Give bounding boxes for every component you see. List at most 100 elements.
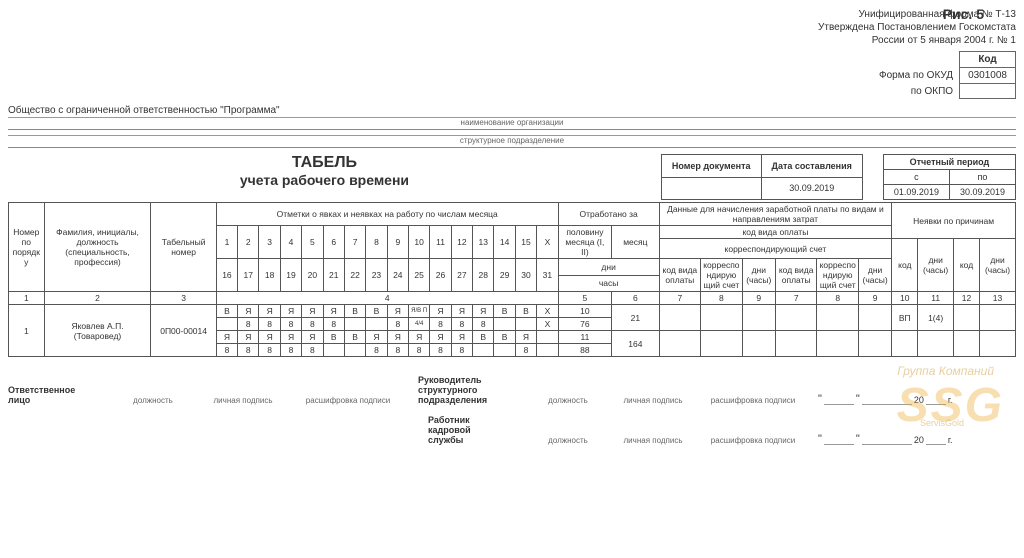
mark-cell: Я — [473, 305, 494, 318]
mark-cell: В — [323, 331, 344, 344]
mark-cell: 8 — [430, 318, 451, 331]
mark-cell: Я — [323, 305, 344, 318]
period-from: 01.09.2019 — [883, 185, 949, 200]
day-header: 27 — [451, 259, 472, 292]
emp-tabnum: 0П00-00014 — [151, 305, 216, 357]
mark-cell: Я — [451, 305, 472, 318]
mark-cell: Я — [387, 331, 408, 344]
form-header-line: Унифицированная форма № Т-13 — [8, 8, 1016, 21]
doc-meta-table: Номер документа Дата составления 30.09.2… — [661, 154, 863, 200]
day-header: 21 — [323, 259, 344, 292]
period-to-label: по — [949, 170, 1015, 185]
mark-cell — [344, 344, 365, 357]
mark-cell — [344, 318, 365, 331]
mark-cell: В — [366, 305, 387, 318]
emp-name-cell: Яковлев А.П. (Товаровед) — [44, 305, 151, 357]
mark-cell: В — [344, 305, 365, 318]
date-tail: " " 20 г. — [818, 393, 953, 405]
form-header: Унифицированная форма № Т-13 Утверждена … — [8, 8, 1016, 47]
colnum: 4 — [216, 292, 558, 305]
mark-cell — [515, 318, 536, 331]
period-label: Отчетный период — [883, 155, 1015, 170]
mark-cell: Я — [302, 331, 323, 344]
mark-cell — [473, 344, 494, 357]
okpo-label: по ОКПО — [871, 84, 960, 99]
day-header: 9 — [387, 226, 408, 259]
mark-cell: 8 — [216, 344, 237, 357]
mark-cell: 8 — [387, 318, 408, 331]
mark-cell: 8 — [280, 344, 301, 357]
colnum: 2 — [44, 292, 151, 305]
signature-row-2: Работник кадровой службы должность лична… — [8, 415, 1016, 445]
mark-cell: Я — [280, 331, 301, 344]
sig-signature: личная подпись — [624, 396, 683, 405]
period-from-label: с — [883, 170, 949, 185]
mark-cell: Я — [238, 305, 259, 318]
day-header: 13 — [473, 226, 494, 259]
signature-row-1: Ответственное лицо должность личная подп… — [8, 375, 1016, 405]
day-header: 12 — [451, 226, 472, 259]
form-header-line: Утверждена Постановлением Госкомстата — [8, 21, 1016, 34]
mark-cell: Я/В П — [408, 305, 429, 318]
head-label3: подразделения — [418, 395, 518, 405]
day-header: 20 — [302, 259, 323, 292]
colnum: 12 — [953, 292, 979, 305]
sig-signature: личная подпись — [624, 436, 683, 445]
mark-cell: Я — [259, 331, 280, 344]
day-header: 17 — [238, 259, 259, 292]
doc-num-value — [661, 177, 761, 200]
day-header: 30 — [515, 259, 536, 292]
sig-fullname: расшифровка подписи — [711, 396, 795, 405]
col-hours-label: часы — [558, 275, 659, 292]
col-worked: Отработано за — [558, 203, 659, 226]
mark-cell: 8 — [323, 318, 344, 331]
half-hours-1: 76 — [558, 318, 611, 331]
col-num: Номер по порядку — [9, 203, 45, 292]
mark-cell: 8 — [515, 344, 536, 357]
date-tail: " " 20 г. — [818, 433, 953, 445]
col-abs-code2: код — [953, 239, 979, 292]
doc-subtitle: учета рабочего времени — [8, 172, 641, 188]
colnum: 8 — [817, 292, 859, 305]
period-table: Отчетный период с по 01.09.2019 30.09.20… — [883, 154, 1016, 200]
colnum: 6 — [612, 292, 659, 305]
mark-cell: Я — [216, 331, 237, 344]
sig-position: должность — [133, 396, 173, 405]
half-days-1: 10 — [558, 305, 611, 318]
mark-cell — [323, 344, 344, 357]
mark-cell: В — [515, 305, 536, 318]
day-header: 22 — [344, 259, 365, 292]
col-paycode: код вида оплаты — [775, 259, 817, 292]
mark-cell: 8 — [280, 318, 301, 331]
sig-fullname: расшифровка подписи — [711, 436, 795, 445]
period-to: 30.09.2019 — [949, 185, 1015, 200]
half-hours-2: 88 — [558, 344, 611, 357]
col-payroll: Данные для начисления заработной платы п… — [659, 203, 892, 226]
mark-cell: 8 — [408, 344, 429, 357]
colnum: 13 — [980, 292, 1016, 305]
mark-cell: 8 — [302, 344, 323, 357]
mark-cell: 4/4 — [408, 318, 429, 331]
day-header: 28 — [473, 259, 494, 292]
day-header: 4 — [280, 226, 301, 259]
day-header: 3 — [259, 226, 280, 259]
hr-label3: службы — [428, 435, 518, 445]
day-header: 25 — [408, 259, 429, 292]
day-header: 31 — [537, 259, 559, 292]
form-header-line: России от 5 января 2004 г. № 1 — [8, 34, 1016, 47]
department-field: структурное подразделение — [8, 132, 1016, 145]
organization-value: Общество с ограниченной ответственностью… — [8, 105, 1016, 118]
hr-label2: кадровой — [428, 425, 518, 435]
mark-cell — [494, 318, 515, 331]
day-header: 1 — [216, 226, 237, 259]
head-label: Руководитель — [418, 375, 518, 385]
mark-cell: В — [216, 305, 237, 318]
mark-cell: Я — [451, 331, 472, 344]
mark-cell: 8 — [238, 344, 259, 357]
sig-signature: личная подпись — [214, 396, 273, 405]
mark-cell: 8 — [238, 318, 259, 331]
abs-code: ВП — [892, 305, 918, 331]
mark-cell: Я — [515, 331, 536, 344]
col-absence: Неявки по причинам — [892, 203, 1016, 239]
mark-cell: В — [473, 331, 494, 344]
